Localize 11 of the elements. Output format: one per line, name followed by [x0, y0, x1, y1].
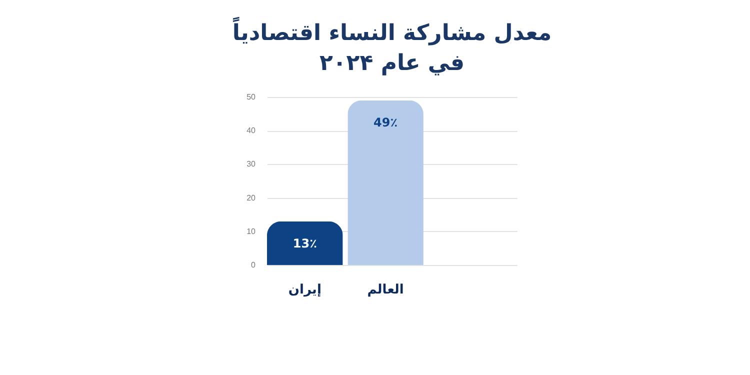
data-label: 49٪: [374, 115, 398, 130]
y-tick-label: 10: [246, 226, 256, 236]
data-label: 13٪: [292, 236, 317, 250]
y-tick-label: 50: [246, 92, 256, 102]
y-tick-label: 40: [246, 126, 256, 136]
x-tick-label: إيران: [288, 282, 322, 298]
y-tick-label: 20: [246, 193, 256, 202]
text: في عام ۲۰۲۴: [319, 51, 465, 76]
y-tick-label: 30: [246, 160, 256, 169]
x-tick-label: العالم: [367, 282, 404, 298]
y-tick-label: 0: [251, 260, 256, 270]
